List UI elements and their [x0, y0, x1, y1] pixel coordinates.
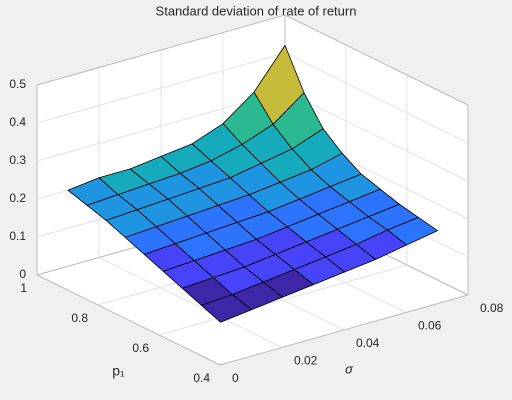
x-axis-label: σ	[345, 361, 354, 376]
x-tick-label: 0.08	[480, 301, 504, 315]
axis-line	[36, 14, 286, 86]
grid-line	[284, 90, 469, 182]
z-tick-label: 0	[19, 267, 26, 281]
z-tick-label: 0.2	[9, 191, 26, 205]
grid-line	[158, 264, 408, 336]
grid-line	[36, 52, 286, 124]
y-tick-label: 0.6	[132, 341, 149, 355]
x-tick-label: 0.06	[418, 319, 442, 333]
z-tick-label: 0.3	[9, 153, 26, 167]
grid-line	[284, 52, 469, 144]
x-tick-label: 0.04	[356, 336, 380, 350]
y-tick-label: 0.8	[71, 311, 88, 325]
z-tick-label: 0.1	[9, 229, 26, 243]
x-tick-label: 0.02	[294, 354, 318, 368]
axis-line	[36, 274, 221, 366]
grid-line	[98, 257, 283, 348]
axis-line	[219, 294, 469, 366]
y-axis-label: p₁	[112, 363, 125, 379]
y-tick-label: 0.4	[193, 371, 210, 385]
z-tick-label: 0.4	[9, 115, 26, 129]
z-tick-label: 0.5	[9, 77, 26, 91]
surface-patch	[201, 294, 252, 323]
chart-title: Standard deviation of rate of return	[156, 3, 357, 18]
axis-line	[284, 14, 469, 106]
y-tick-label: 1	[20, 281, 27, 295]
x-tick-label: 0	[232, 371, 239, 385]
